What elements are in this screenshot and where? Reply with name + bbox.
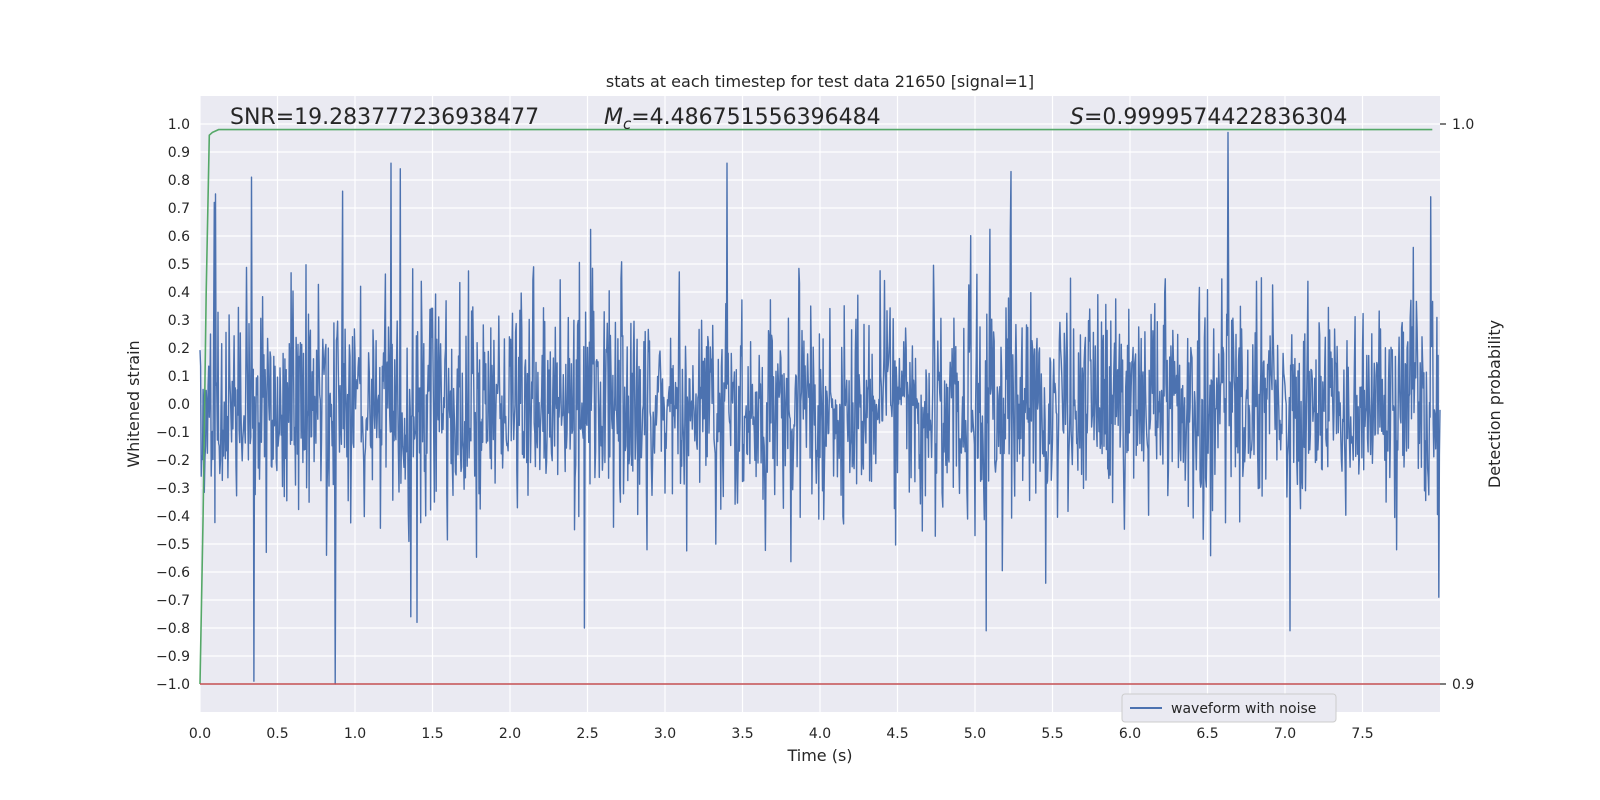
- y-tick-label: −0.5: [156, 537, 190, 553]
- annotation-chirp-mass-symbol: M: [604, 105, 623, 130]
- y-tick-label: 0.5: [168, 257, 190, 273]
- y-axis-ticks: 1.0 0.9 0.8 0.7 0.6 0.5 0.4 0.3 0.2 0.1 0.0 −0.1 −0.…: [156, 117, 190, 693]
- y-tick-label: 1.0: [168, 117, 190, 133]
- y-tick-label: 0.6: [168, 229, 190, 245]
- annotation-detection-stat: S=0.9999574422836304: [1070, 105, 1347, 130]
- y-tick-label: 0.0: [168, 397, 190, 413]
- y2-axis-label: Detection probability: [1485, 320, 1504, 488]
- series-line-waveform: [199, 131, 1441, 685]
- x-tick-label: 4.5: [886, 726, 908, 742]
- y2-tick-label: 1.0: [1452, 117, 1474, 133]
- series-left: [199, 131, 1441, 685]
- x-tick-label: 1.5: [421, 726, 443, 742]
- x-axis-label: Time (s): [786, 746, 852, 765]
- x-tick-label: 3.5: [731, 726, 753, 742]
- x-tick-label: 6.0: [1119, 726, 1141, 742]
- x-tick-label: 3.0: [654, 726, 676, 742]
- y-tick-label: 0.3: [168, 313, 190, 329]
- y-tick-label: 0.9: [168, 145, 190, 161]
- y2-tick-label: 0.9: [1452, 677, 1474, 693]
- x-tick-label: 5.5: [1041, 726, 1063, 742]
- y2-axis-ticks: 1.0 0.9: [1440, 117, 1474, 693]
- y-tick-label: −0.7: [156, 593, 190, 609]
- y-axis-label: Whitened strain: [124, 340, 143, 467]
- legend: waveform with noise: [1121, 693, 1337, 723]
- x-tick-label: 2.0: [499, 726, 521, 742]
- x-tick-label: 5.0: [964, 726, 986, 742]
- y-tick-label: −0.4: [156, 509, 190, 525]
- series-line-1: [199, 128, 1433, 685]
- annotation-chirp-mass: Mc=4.486751556396484: [604, 105, 881, 133]
- y-tick-label: −0.3: [156, 481, 190, 497]
- annotation-chirp-mass-value: =4.486751556396484: [631, 105, 880, 130]
- x-tick-label: 0.0: [189, 726, 211, 742]
- x-tick-label: 7.5: [1351, 726, 1373, 742]
- x-tick-label: 1.0: [344, 726, 366, 742]
- annotation-detection-stat-value: =0.9999574422836304: [1084, 105, 1347, 130]
- y-tick-label: −0.1: [156, 425, 190, 441]
- y-tick-label: −0.8: [156, 621, 190, 637]
- x-tick-label: 7.0: [1274, 726, 1296, 742]
- x-tick-label: 0.5: [266, 726, 288, 742]
- y-tick-label: 0.7: [168, 201, 190, 217]
- y-tick-label: 0.1: [168, 369, 190, 385]
- y-tick-label: −0.2: [156, 453, 190, 469]
- x-axis-ticks: 0.0 0.5 1.0 1.5 2.0 2.5 3.0 3.5 4.0 4.5 5.0 5.5 6.0 6…: [189, 726, 1374, 742]
- y-tick-label: −0.9: [156, 649, 190, 665]
- y-tick-label: 0.2: [168, 341, 190, 357]
- chart-title: stats at each timestep for test data 216…: [606, 72, 1034, 91]
- x-tick-label: 6.5: [1196, 726, 1218, 742]
- x-tick-label: 4.0: [809, 726, 831, 742]
- legend-box: [1121, 693, 1337, 723]
- y-tick-label: 0.4: [168, 285, 190, 301]
- annotation-detection-stat-symbol: S: [1070, 105, 1084, 130]
- y-tick-label: 0.8: [168, 173, 190, 189]
- legend-entry-waveform: waveform with noise: [1171, 701, 1316, 717]
- series-right: [199, 128, 1440, 685]
- annotation-chirp-mass-subscript: c: [623, 115, 632, 133]
- y-tick-label: −1.0: [156, 677, 190, 693]
- x-tick-label: 2.5: [576, 726, 598, 742]
- y-tick-label: −0.6: [156, 565, 190, 581]
- annotation-snr: SNR=19.283777236938477: [230, 105, 539, 130]
